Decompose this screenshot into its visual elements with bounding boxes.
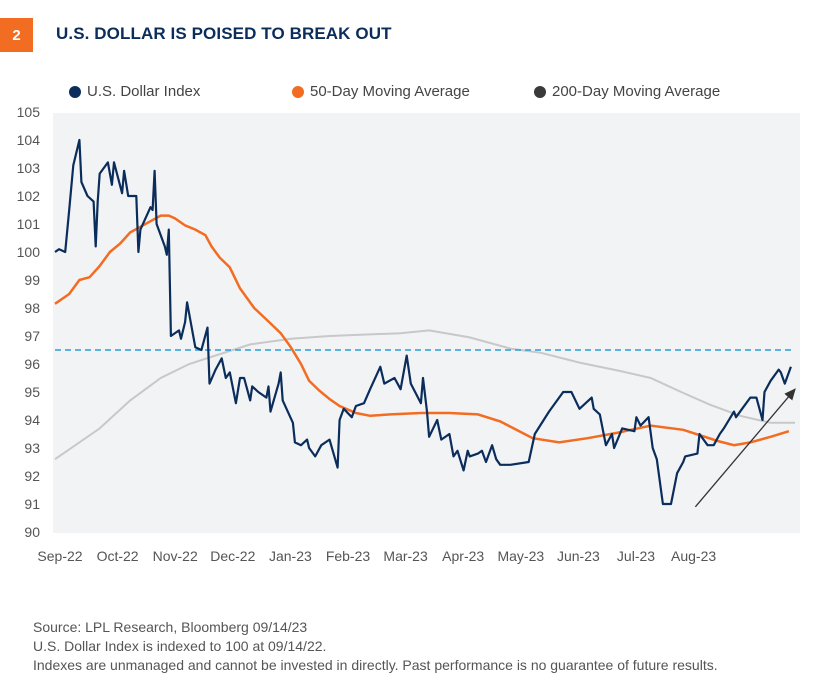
footer-source: Source: LPL Research, Bloomberg 09/14/23 bbox=[33, 619, 308, 635]
y-tick-label: 98 bbox=[24, 300, 40, 316]
y-tick-label: 95 bbox=[24, 384, 40, 400]
x-tick-label: Dec-22 bbox=[210, 548, 255, 564]
y-tick-label: 101 bbox=[17, 216, 41, 232]
x-tick-label: Aug-23 bbox=[671, 548, 716, 564]
y-tick-label: 105 bbox=[17, 104, 41, 120]
y-tick-label: 96 bbox=[24, 356, 40, 372]
series-line-dollar-index bbox=[54, 138, 792, 506]
legend-dxy: U.S. Dollar Index bbox=[69, 83, 200, 100]
y-tick-label: 93 bbox=[24, 440, 40, 456]
y-tick-label: 91 bbox=[24, 496, 40, 512]
y-tick-label: 103 bbox=[17, 160, 41, 176]
figure-number-badge: 2 bbox=[0, 18, 33, 52]
x-tick-label: Oct-22 bbox=[97, 548, 139, 564]
x-tick-label: Jan-23 bbox=[269, 548, 312, 564]
plot-area bbox=[53, 113, 800, 533]
legend-dot-ma50 bbox=[292, 85, 304, 98]
y-tick-label: 99 bbox=[24, 272, 40, 288]
footer-disclaimer: Indexes are unmanaged and cannot be inve… bbox=[33, 657, 718, 673]
x-tick-label: Feb-23 bbox=[326, 548, 371, 564]
y-tick-label: 97 bbox=[24, 328, 40, 344]
legend-label-dxy: U.S. Dollar Index bbox=[87, 83, 201, 100]
legend-label-ma200: 200-Day Moving Average bbox=[552, 83, 721, 100]
x-tick-label: Jul-23 bbox=[617, 548, 655, 564]
chart-title: U.S. DOLLAR IS POISED TO BREAK OUT bbox=[56, 24, 392, 43]
x-tick-label: Mar-23 bbox=[383, 548, 428, 564]
legend-dot-ma200 bbox=[534, 85, 546, 98]
x-tick-label: Jun-23 bbox=[557, 548, 600, 564]
legend-ma200: 200-Day Moving Average bbox=[534, 83, 720, 100]
y-tick-label: 92 bbox=[24, 468, 40, 484]
y-tick-label: 104 bbox=[17, 132, 41, 148]
series-line-200-day-ma bbox=[54, 329, 795, 461]
footer-note: U.S. Dollar Index is indexed to 100 at 0… bbox=[33, 638, 327, 654]
x-tick-label: Sep-22 bbox=[37, 548, 82, 564]
y-tick-label: 94 bbox=[24, 412, 40, 428]
x-tick-label: Apr-23 bbox=[442, 548, 484, 564]
y-tick-label: 100 bbox=[17, 244, 41, 260]
x-tick-label: May-23 bbox=[497, 548, 544, 564]
x-tick-label: Nov-22 bbox=[153, 548, 198, 564]
y-tick-label: 102 bbox=[17, 188, 41, 204]
breakout-arrow bbox=[694, 388, 796, 508]
legend-label-ma50: 50-Day Moving Average bbox=[310, 83, 470, 100]
y-tick-label: 90 bbox=[24, 524, 40, 540]
legend-dot-dxy bbox=[69, 85, 81, 98]
legend-ma50: 50-Day Moving Average bbox=[292, 83, 470, 100]
